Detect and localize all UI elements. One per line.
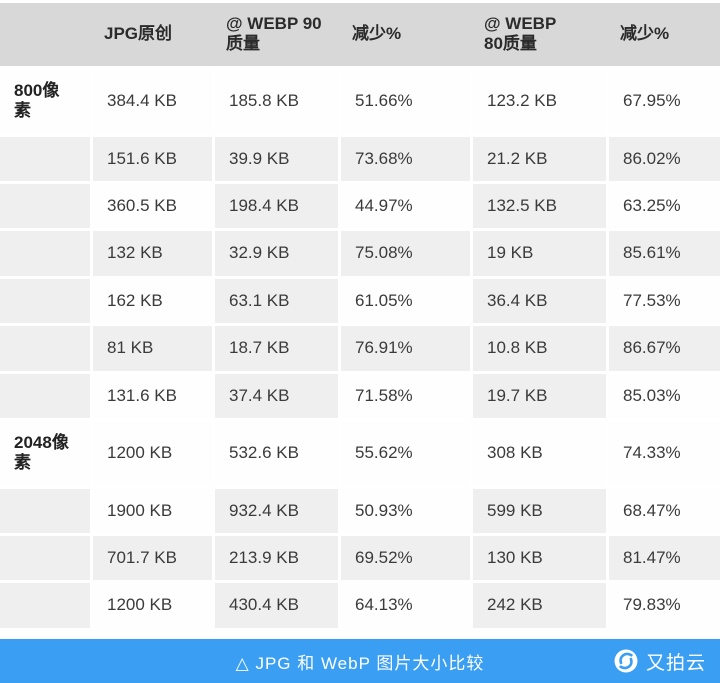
table-cell: 242 KB (470, 583, 606, 628)
table-cell: 86.02% (606, 136, 720, 181)
corner-header (0, 3, 90, 66)
row-label-cell (0, 373, 90, 418)
table-cell: 1900 KB (90, 488, 212, 534)
table-cell: 10.8 KB (470, 326, 606, 371)
table-cell: 51.66% (338, 68, 470, 134)
row-label-cell (0, 278, 90, 324)
row-label-cell (0, 536, 90, 581)
table-cell: 213.9 KB (212, 536, 338, 581)
table-cell: 36.4 KB (470, 278, 606, 324)
table-row: 151.6 KB 39.9 KB 73.68% 21.2 KB 86.02% (0, 136, 720, 181)
table-cell: 73.68% (338, 136, 470, 181)
table-cell: 19.7 KB (470, 373, 606, 418)
row-label-cell (0, 231, 90, 276)
table-cell: 63.25% (606, 183, 720, 229)
upyun-logo-icon (614, 649, 638, 673)
table-row: 1200 KB 430.4 KB 64.13% 242 KB 79.83% (0, 583, 720, 628)
table-cell: 50.93% (338, 488, 470, 534)
table-cell: 67.95% (606, 68, 720, 134)
row-label-cell (0, 183, 90, 229)
header-row: JPG原创 @ WEBP 90 质量 减少% @ WEBP 80质量 减少% (0, 3, 720, 66)
table-cell: 430.4 KB (212, 583, 338, 628)
table-cell: 63.1 KB (212, 278, 338, 324)
table-cell: 19 KB (470, 231, 606, 276)
table-cell: 701.7 KB (90, 536, 212, 581)
table-cell: 932.4 KB (212, 488, 338, 534)
table-cell: 39.9 KB (212, 136, 338, 181)
table-row: 162 KB 63.1 KB 61.05% 36.4 KB 77.53% (0, 278, 720, 324)
comparison-table: JPG原创 @ WEBP 90 质量 减少% @ WEBP 80质量 减少% 800像素… (0, 3, 720, 628)
table-cell: 18.7 KB (212, 326, 338, 371)
brand: 又拍云 (613, 639, 706, 683)
row-label-cell (0, 583, 90, 628)
table-cell: 85.61% (606, 231, 720, 276)
table-cell: 85.03% (606, 373, 720, 418)
table-cell: 1200 KB (90, 420, 212, 486)
figure-caption: △ JPG 和 WebP 图片大小比较 (235, 653, 485, 673)
table-cell: 599 KB (470, 488, 606, 534)
column-header: @ WEBP 80质量 (470, 3, 606, 66)
table-cell: 532.6 KB (212, 420, 338, 486)
table-row: 132 KB 32.9 KB 75.08% 19 KB 85.61% (0, 231, 720, 276)
table-cell: 131.6 KB (90, 373, 212, 418)
column-header: JPG原创 (90, 3, 212, 66)
table-cell: 86.67% (606, 326, 720, 371)
column-header: 减少% (606, 3, 720, 66)
table-cell: 384.4 KB (90, 68, 212, 134)
table-cell: 64.13% (338, 583, 470, 628)
column-header: @ WEBP 90 质量 (212, 3, 338, 66)
table-cell: 32.9 KB (212, 231, 338, 276)
table-cell: 68.47% (606, 488, 720, 534)
table-cell: 55.62% (338, 420, 470, 486)
table-cell: 132.5 KB (470, 183, 606, 229)
row-label-cell: 800像素 (0, 68, 90, 134)
table-cell: 44.97% (338, 183, 470, 229)
caption-bar: △ JPG 和 WebP 图片大小比较 又拍云 (0, 639, 720, 683)
table-cell: 132 KB (90, 231, 212, 276)
brand-name: 又拍云 (645, 652, 706, 674)
table-row: 1900 KB 932.4 KB 50.93% 599 KB 68.47% (0, 488, 720, 534)
table-row: 131.6 KB 37.4 KB 71.58% 19.7 KB 85.03% (0, 373, 720, 418)
table-cell: 185.8 KB (212, 68, 338, 134)
row-label-cell: 2048像素 (0, 420, 90, 486)
table-cell: 76.91% (338, 326, 470, 371)
table-cell: 151.6 KB (90, 136, 212, 181)
table-cell: 69.52% (338, 536, 470, 581)
table-cell: 74.33% (606, 420, 720, 486)
table-cell: 81.47% (606, 536, 720, 581)
row-label-cell (0, 136, 90, 181)
table-cell: 37.4 KB (212, 373, 338, 418)
table-cell: 360.5 KB (90, 183, 212, 229)
table-cell: 21.2 KB (470, 136, 606, 181)
row-label-cell (0, 488, 90, 534)
table-cell: 75.08% (338, 231, 470, 276)
column-header: 减少% (338, 3, 470, 66)
table-row: 2048像素 1200 KB 532.6 KB 55.62% 308 KB 74.33% (0, 420, 720, 486)
table-cell: 308 KB (470, 420, 606, 486)
table-cell: 130 KB (470, 536, 606, 581)
table-cell: 79.83% (606, 583, 720, 628)
table-row: 701.7 KB 213.9 KB 69.52% 130 KB 81.47% (0, 536, 720, 581)
row-label-cell (0, 326, 90, 371)
table-cell: 1200 KB (90, 583, 212, 628)
table-cell: 71.58% (338, 373, 470, 418)
table-row: 360.5 KB 198.4 KB 44.97% 132.5 KB 63.25% (0, 183, 720, 229)
table-row: 81 KB 18.7 KB 76.91% 10.8 KB 86.67% (0, 326, 720, 371)
table-cell: 81 KB (90, 326, 212, 371)
table-cell: 77.53% (606, 278, 720, 324)
table-row: 800像素 384.4 KB 185.8 KB 51.66% 123.2 KB 67.95… (0, 68, 720, 134)
table-cell: 162 KB (90, 278, 212, 324)
table-cell: 123.2 KB (470, 68, 606, 134)
table-cell: 61.05% (338, 278, 470, 324)
table-cell: 198.4 KB (212, 183, 338, 229)
